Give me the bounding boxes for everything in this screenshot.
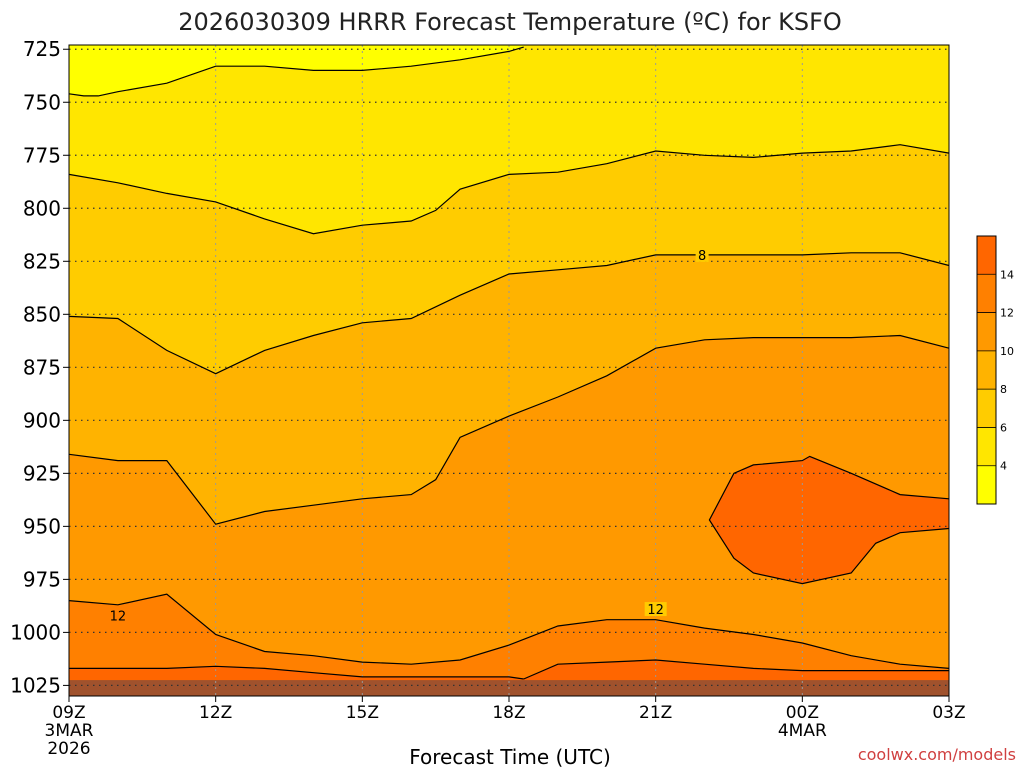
x-axis-label: Forecast Time (UTC) — [409, 745, 611, 768]
y-tick-label: 825 — [23, 249, 61, 273]
y-tick-label: 850 — [23, 302, 61, 326]
colorbar-label: 6 — [1000, 421, 1007, 434]
contour-line-10 — [68, 334, 950, 525]
colorbar-segment — [977, 236, 996, 275]
y-tick-label: 975 — [23, 567, 61, 591]
x-tick-year: 2026 — [47, 739, 90, 759]
y-tick-label: 1000 — [10, 620, 61, 644]
colorbar-segment — [977, 350, 996, 390]
colorbar-label: 8 — [1000, 383, 1007, 396]
colorbar-frame — [976, 235, 997, 505]
contour-lines — [68, 46, 950, 680]
contour-label-bg — [106, 608, 129, 623]
contour-label: 12 — [110, 609, 127, 624]
colorbar-segment — [977, 465, 996, 504]
colorbar: 4 6 8 10 12 14 — [976, 235, 1014, 505]
grid-lines — [69, 45, 949, 696]
band-fill-4to6 — [69, 45, 949, 234]
x-tick-date: 4MAR — [778, 721, 827, 741]
x-tick-label: 21Z — [639, 703, 672, 723]
x-tick-label: 03Z — [932, 703, 965, 723]
x-tick-date: 3MAR — [45, 721, 94, 741]
contour-line-6 — [68, 144, 950, 235]
colorbar-segment — [977, 427, 996, 466]
credit-text: coolwx.com/models — [858, 745, 1016, 764]
contour-label: 8 — [698, 249, 706, 264]
y-tick-label: 1025 — [10, 673, 61, 697]
y-tick-label: 775 — [23, 143, 61, 167]
x-tick-label: 00Z — [786, 703, 819, 723]
colorbar-label: 10 — [1000, 345, 1014, 358]
contour-line-4 — [68, 46, 524, 97]
y-tick-label: 950 — [23, 514, 61, 538]
band-fill-lt4 — [69, 45, 524, 96]
y-tick-label: 725 — [23, 37, 61, 61]
contour-line-14 — [69, 665, 524, 680]
colorbar-segment — [977, 389, 996, 428]
contour-label-bg — [695, 247, 709, 262]
colorbar-label: 12 — [1000, 307, 1014, 320]
colorbar-label: 14 — [1000, 268, 1014, 281]
x-tick-label: 18Z — [492, 703, 525, 723]
colorbar-label: 4 — [1000, 460, 1007, 473]
chart-title: 2026030309 HRRR Forecast Temperature (ºC… — [178, 8, 842, 36]
x-tick-label: 12Z — [199, 703, 232, 723]
colorbar-segment — [977, 274, 996, 313]
contour-label: 12 — [647, 603, 664, 618]
y-tick-label: 900 — [23, 408, 61, 432]
band-fill-14to16-island — [709, 456, 949, 584]
y-tick-label: 800 — [23, 196, 61, 220]
y-tick-label: 925 — [23, 461, 61, 485]
contour-line-8 — [68, 252, 950, 375]
contour-label-bg — [644, 602, 667, 617]
contour-line-14 — [523, 659, 949, 680]
colorbar-segment — [977, 312, 996, 351]
contour-line-12 — [68, 593, 950, 669]
contour-labels: 8 12 12 — [106, 247, 709, 624]
contour-line-14 — [708, 455, 950, 585]
y-axis: 725 750 775 800 825 850 875 900 925 950 975 1000 102… — [10, 37, 69, 697]
y-tick-label: 750 — [23, 90, 61, 114]
x-tick-label: 09Z — [52, 703, 85, 723]
y-tick-label: 875 — [23, 355, 61, 379]
x-tick-label: 15Z — [346, 703, 379, 723]
